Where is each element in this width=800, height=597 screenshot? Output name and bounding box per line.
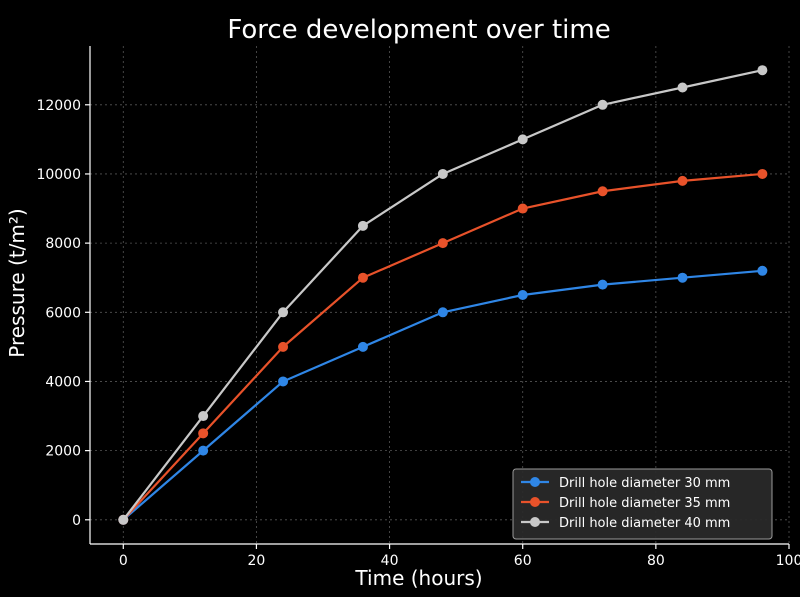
legend-box — [512, 468, 773, 540]
legend-label: Drill hole diameter 30 mm — [559, 476, 730, 491]
series-lines — [118, 65, 768, 525]
data-point — [278, 341, 289, 352]
data-point — [437, 168, 448, 179]
data-point — [278, 307, 289, 318]
legend: Drill hole diameter 30 mm Drill hole diam… — [512, 468, 773, 540]
tick-labels: 0 20 40 60 80 100 0 2000 4000 6000 8000 10000 12000 — [36, 98, 800, 569]
x-tick-label: 20 — [248, 553, 266, 569]
chart-title: Force development over time — [227, 15, 610, 45]
data-point — [198, 411, 209, 422]
data-point — [437, 238, 448, 249]
y-tick-label: 4000 — [45, 374, 81, 390]
axes — [85, 46, 790, 549]
data-point — [118, 514, 129, 525]
data-point — [757, 65, 768, 76]
data-point — [198, 445, 209, 456]
y-tick-label: 0 — [72, 513, 81, 529]
data-point — [517, 203, 528, 214]
data-point — [437, 307, 448, 318]
x-tick-label: 40 — [381, 553, 399, 569]
series-3 — [118, 65, 768, 525]
legend-swatch-marker — [530, 497, 540, 507]
legend-label: Drill hole diameter 35 mm — [559, 496, 730, 511]
y-tick-label: 6000 — [45, 305, 81, 321]
series-2 — [118, 168, 768, 525]
data-point — [597, 279, 608, 290]
data-point — [677, 82, 688, 93]
y-tick-label: 12000 — [36, 98, 81, 114]
data-point — [357, 272, 368, 283]
data-point — [278, 376, 289, 387]
y-axis-label: Pressure (t/m²) — [5, 208, 29, 357]
y-tick-label: 10000 — [36, 167, 81, 183]
data-point — [198, 428, 209, 439]
legend-label: Drill hole diameter 40 mm — [559, 516, 730, 531]
data-point — [757, 265, 768, 276]
legend-swatch-marker — [530, 517, 540, 527]
y-tick-label: 2000 — [45, 444, 81, 460]
x-tick-label: 0 — [119, 553, 128, 569]
x-tick-label: 60 — [514, 553, 532, 569]
data-point — [597, 99, 608, 110]
data-point — [357, 341, 368, 352]
data-point — [357, 220, 368, 231]
y-tick-label: 8000 — [45, 236, 81, 252]
data-point — [677, 272, 688, 283]
data-point — [517, 134, 528, 145]
series-1 — [118, 265, 768, 525]
x-axis-label: Time (hours) — [354, 566, 482, 590]
data-point — [677, 175, 688, 186]
data-point — [597, 186, 608, 197]
data-point — [517, 290, 528, 300]
data-point — [757, 168, 768, 179]
legend-swatch-marker — [530, 477, 540, 487]
x-tick-label: 100 — [776, 553, 800, 569]
x-tick-label: 80 — [647, 553, 665, 569]
